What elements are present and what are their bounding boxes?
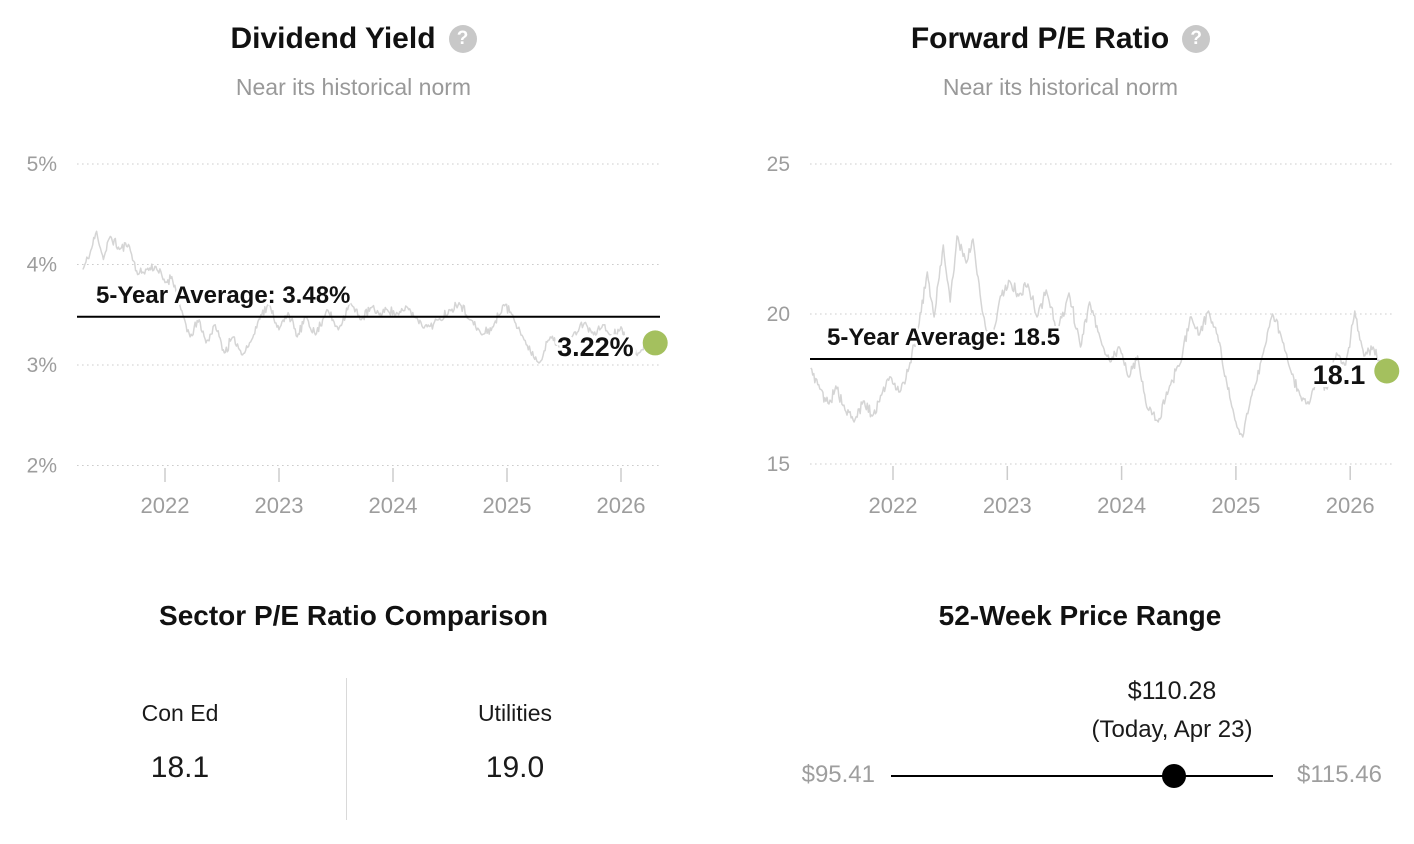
current-price-date: (Today, Apr 23) (1091, 716, 1253, 743)
current-price: $110.28 (1127, 677, 1217, 705)
sector-pe-comparison: Sector P/E Ratio Comparison Con Ed 18.1 … (0, 560, 707, 844)
y-axis-label: 25 (767, 153, 790, 176)
current-price-dot (1162, 764, 1186, 788)
y-axis-label: 4% (27, 254, 57, 277)
price-range-title: 52-Week Price Range (938, 600, 1222, 631)
coned-pe-value: 18.1 (150, 751, 210, 784)
x-axis-label: 2024 (1097, 493, 1146, 518)
current-value-label: 3.22% (557, 332, 634, 362)
utilities-pe-value: 19.0 (485, 751, 545, 784)
dividend-yield-header: Dividend Yield ? Near its historical nor… (0, 0, 707, 101)
column-divider (346, 678, 347, 820)
dividend-yield-subtitle: Near its historical norm (235, 74, 472, 100)
forward-pe-subtitle: Near its historical norm (942, 74, 1179, 100)
dividend-yield-title: Dividend Yield (230, 22, 436, 55)
x-axis-label: 2024 (369, 493, 418, 518)
x-axis-label: 2025 (483, 493, 532, 518)
current-value-dot (642, 330, 668, 356)
average-label: 5-Year Average: 3.48% (96, 282, 350, 309)
utilities-label: Utilities (477, 700, 553, 726)
x-axis-label: 2022 (869, 493, 918, 518)
range-track (891, 764, 1273, 788)
forward-pe-chart: Forward P/E Ratio ? Near its historical … (707, 0, 1414, 560)
x-axis-label: 2022 (141, 493, 190, 518)
question-mark-icon[interactable]: ? (448, 25, 477, 53)
y-axis-label: 20 (767, 303, 790, 326)
range-low-label: $95.41 (801, 761, 875, 788)
series-line (810, 235, 1388, 438)
dividend-yield-chart: Dividend Yield ? Near its historical nor… (0, 0, 707, 560)
comparison-column-utilities: Utilities 19.0 (365, 700, 665, 785)
forward-pe-plot: 25 20 15 2022 2023 2024 2025 2026 5-Year Average… (767, 153, 1400, 518)
x-axis-label: 2025 (1211, 493, 1260, 518)
price-range-panel: 52-Week Price Range $110.28 (Today, Apr … (707, 560, 1414, 844)
x-axis-label: 2026 (1326, 493, 1375, 518)
forward-pe-title: Forward P/E Ratio (910, 22, 1170, 55)
range-high-label: $115.46 (1297, 761, 1382, 788)
forward-pe-header: Forward P/E Ratio ? Near its historical … (707, 0, 1414, 101)
question-mark-icon[interactable]: ? (1182, 25, 1211, 53)
coned-label: Con Ed (141, 700, 219, 726)
dividend-yield-plot: 5% 4% 3% 2% 2022 2023 2024 2025 2026 5-Year Avera… (27, 153, 668, 518)
average-label: 5-Year Average: 18.5 (827, 324, 1060, 351)
current-value-label: 18.1 (1313, 360, 1366, 390)
x-axis-label: 2023 (255, 493, 304, 518)
x-axis-label: 2023 (983, 493, 1032, 518)
y-axis-label: 5% (27, 153, 57, 176)
current-price-block: $110.28 (Today, Apr 23) (1022, 676, 1322, 745)
comparison-column-coned: Con Ed 18.1 (30, 700, 330, 785)
sector-comparison-title: Sector P/E Ratio Comparison (159, 600, 548, 631)
y-axis-label: 15 (767, 453, 790, 476)
current-value-dot (1374, 358, 1400, 384)
x-axis-label: 2026 (597, 493, 646, 518)
y-axis-label: 2% (27, 455, 57, 478)
y-axis-label: 3% (27, 354, 57, 377)
